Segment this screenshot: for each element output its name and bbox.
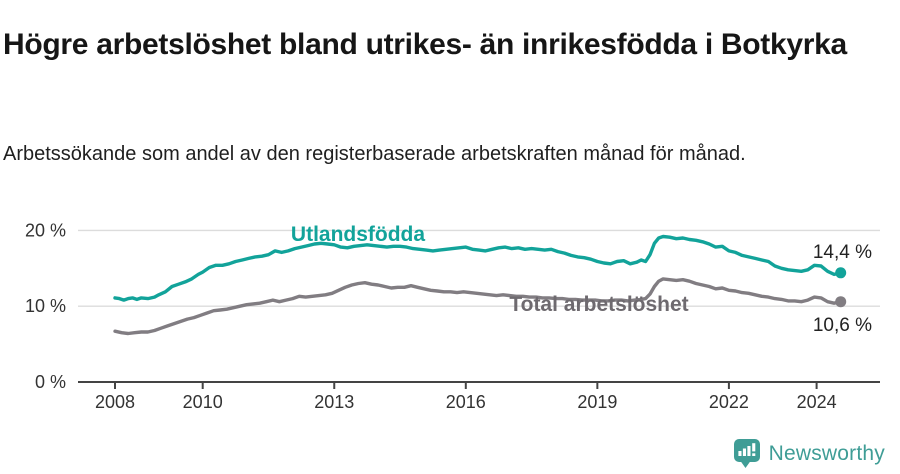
series-end-dot-utlandsfodda bbox=[835, 267, 847, 279]
series-end-dot-total-arbetsloshet bbox=[835, 296, 847, 308]
newsworthy-logo[interactable]: Newsworthy bbox=[733, 438, 885, 469]
bar-2 bbox=[742, 448, 746, 456]
page-title: Högre arbetslöshet bland utrikes- än inr… bbox=[3, 28, 847, 62]
series-line-total-arbetsloshet bbox=[113, 277, 843, 336]
exclamation-dot bbox=[751, 453, 755, 456]
x-tick-label: 2010 bbox=[183, 392, 223, 412]
y-tick-label: 10 % bbox=[25, 296, 66, 316]
x-tick-label: 2016 bbox=[446, 392, 486, 412]
line-chart-svg: 0 % 10 % 20 % 2008 2010 2013 2016 2019 2022 2024 U… bbox=[25, 220, 880, 412]
series-label-utlandsfodda: Utlandsfödda bbox=[291, 223, 425, 246]
y-tick-label: 20 % bbox=[25, 220, 66, 240]
end-value-label-total-arbetsloshet: 10,6 % bbox=[813, 315, 872, 336]
series-line-utlandsfodda bbox=[113, 234, 843, 302]
bar-3 bbox=[747, 446, 751, 456]
x-tick-label: 2019 bbox=[577, 392, 617, 412]
chart-subtitle: Arbetssökande som andel av den registerb… bbox=[3, 143, 746, 165]
series-label-total-arbetsloshet: Total arbetslöshet bbox=[509, 293, 688, 316]
x-tick-label: 2024 bbox=[797, 392, 837, 412]
end-value-label-utlandsfodda: 14,4 % bbox=[813, 242, 872, 263]
x-tick-label: 2013 bbox=[314, 392, 354, 412]
exclamation-bar bbox=[751, 443, 755, 452]
newsworthy-brand-text: Newsworthy bbox=[768, 441, 885, 465]
x-tick-label: 2022 bbox=[709, 392, 749, 412]
y-tick-label: 0 % bbox=[35, 372, 66, 392]
line-chart: 0 % 10 % 20 % 2008 2010 2013 2016 2019 2022 2024 U… bbox=[0, 214, 900, 434]
bar-1 bbox=[738, 451, 742, 456]
x-tick-label: 2008 bbox=[95, 392, 135, 412]
speech-bubble-shape bbox=[733, 439, 760, 468]
newsworthy-icon bbox=[733, 439, 760, 468]
